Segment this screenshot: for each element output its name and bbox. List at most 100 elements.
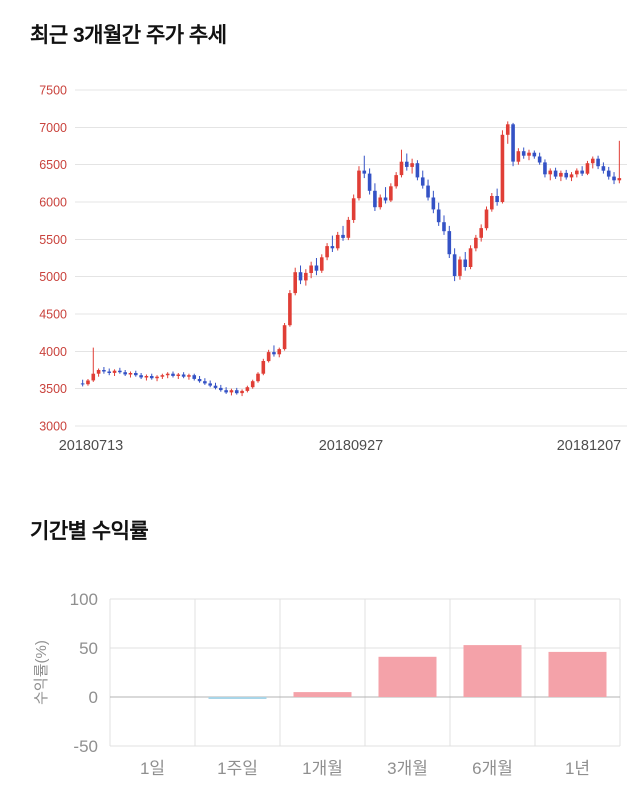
candle-body <box>351 198 356 221</box>
price-y-tick-label: 6000 <box>39 196 67 210</box>
candle-body <box>197 379 202 382</box>
candle-body <box>165 373 170 376</box>
candle-body <box>527 152 531 156</box>
candle-body <box>447 231 452 255</box>
candle-body <box>431 197 436 210</box>
candle-body <box>394 175 398 187</box>
candle-body <box>133 373 138 376</box>
candle-body <box>187 375 191 377</box>
returns-x-tick-label: 6개월 <box>472 759 513 778</box>
candle-body <box>452 254 457 277</box>
returns-x-tick-label: 1주일 <box>217 759 258 778</box>
candle-body <box>426 185 430 198</box>
candle-body <box>500 134 505 203</box>
candle-body <box>474 237 478 249</box>
returns-x-tick-label: 1개월 <box>302 759 343 778</box>
candle-body <box>442 222 446 232</box>
candle-body <box>335 235 340 249</box>
candle-body <box>420 177 425 186</box>
candle-body <box>298 272 303 281</box>
returns-bar <box>378 657 437 698</box>
candle-body <box>495 196 499 203</box>
candle-body <box>521 151 526 156</box>
candle-body <box>458 259 462 277</box>
price-y-tick-label: 7500 <box>39 84 67 98</box>
price-y-tick-label: 5500 <box>39 233 67 247</box>
returns-y-tick-label: 0 <box>89 688 98 707</box>
returns-x-tick-label: 1일 <box>140 759 165 778</box>
candle-body <box>229 390 234 393</box>
returns-y-tick-label: 100 <box>70 590 98 609</box>
candle-body <box>601 166 606 171</box>
candle-body <box>118 370 122 373</box>
candle-body <box>272 352 276 355</box>
candle-body <box>155 376 159 379</box>
candle-body <box>606 170 611 177</box>
candle-body <box>389 186 393 201</box>
candle-body <box>553 170 558 177</box>
candle-body <box>564 173 569 178</box>
returns-section: 기간별 수익률 100 50 0 -50 수익률(%) 1일 1주일 1개월 3개월 6개월 1년 <box>0 520 640 795</box>
price-trend-title: 최근 3개월간 주가 추세 <box>30 24 227 47</box>
candle-body <box>123 372 127 375</box>
candle-body <box>219 388 223 391</box>
candle-body <box>102 370 106 372</box>
candle-body <box>160 375 165 377</box>
candle-body <box>612 176 616 181</box>
candle-body <box>149 376 154 379</box>
candle-body <box>490 196 494 210</box>
candle-body <box>96 370 101 374</box>
candle-body <box>596 158 600 167</box>
candle-body <box>261 361 266 374</box>
candle-body <box>617 178 622 181</box>
returns-bar-chart: 100 50 0 -50 수익률(%) 1일 1주일 1개월 3개월 6개월 1년 <box>33 590 621 778</box>
candle-body <box>590 158 595 164</box>
price-x-tick-label: 20180713 <box>59 438 124 454</box>
candle-body <box>139 375 143 378</box>
candle-body <box>293 272 298 294</box>
candle-body <box>484 209 489 229</box>
candle-body <box>415 163 420 178</box>
candle-body <box>362 170 367 174</box>
candle-body <box>319 257 324 271</box>
candle-body <box>224 390 228 393</box>
candle-body <box>505 124 510 135</box>
price-candlestick-chart: 3000 3500 4000 4500 5000 5500 6000 6500 7000 7500… <box>39 84 627 454</box>
candle-body <box>378 197 383 208</box>
price-x-tick-label: 20181207 <box>557 438 622 454</box>
returns-y-tick-label: 50 <box>79 639 98 658</box>
candle-body <box>309 265 313 274</box>
returns-y-axis-title: 수익률(%) <box>33 640 50 705</box>
candle-body <box>112 370 117 374</box>
candle-body <box>192 375 197 380</box>
candle-body <box>436 209 441 223</box>
candle-body <box>404 161 409 168</box>
candle-body <box>128 373 133 375</box>
candle-body <box>176 374 181 377</box>
returns-bar <box>208 697 267 700</box>
price-y-tick-label: 4500 <box>39 308 67 322</box>
candle-body <box>367 173 372 191</box>
candle-body <box>91 373 96 381</box>
candle-body <box>357 170 361 199</box>
price-x-tick-label: 20180927 <box>319 438 384 454</box>
candle-body <box>181 374 186 377</box>
candle-body <box>559 173 563 177</box>
candle-body <box>203 381 207 384</box>
candle-body <box>537 156 542 163</box>
candle-body <box>256 373 260 382</box>
candle-body <box>468 248 473 268</box>
price-y-tick-label: 5000 <box>39 270 67 284</box>
price-y-tick-label: 6500 <box>39 158 67 172</box>
candle-body <box>330 246 335 249</box>
price-y-tick-label: 4000 <box>39 345 67 359</box>
candle-body <box>266 352 271 362</box>
candle-body <box>479 228 483 238</box>
candle-body <box>213 385 218 389</box>
returns-x-tick-label: 3개월 <box>387 759 428 778</box>
candle-body <box>314 265 319 271</box>
candle-body <box>585 163 590 174</box>
candle-body <box>373 190 377 208</box>
candle-body <box>250 381 255 388</box>
